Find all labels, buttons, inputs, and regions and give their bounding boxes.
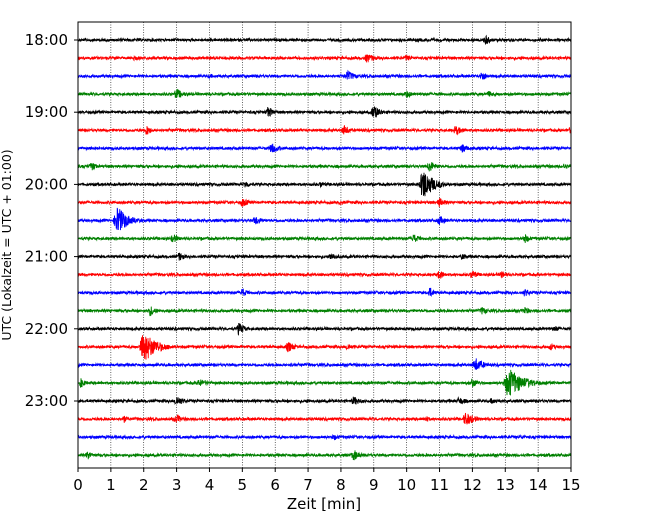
trace-23:15	[77, 412, 572, 425]
trace-19:45	[77, 162, 572, 172]
y-tick-label: 18:00	[25, 31, 68, 49]
x-tick-label: 3	[172, 476, 182, 494]
x-tick-label: 14	[529, 476, 548, 494]
x-tick-label: 6	[270, 476, 280, 494]
plot-frame	[77, 21, 572, 469]
trace-19:30	[77, 143, 572, 153]
grid-lines	[110, 22, 539, 468]
trace-22:45	[77, 369, 572, 396]
y-tick-label: 21:00	[25, 248, 68, 266]
x-tick-label: 12	[463, 476, 482, 494]
x-tick-label: 0	[73, 476, 83, 494]
x-tick-label: 11	[430, 476, 449, 494]
trace-22:30	[77, 358, 572, 370]
x-tick-label: 13	[496, 476, 515, 494]
trace-20:45	[77, 234, 572, 243]
trace-19:15	[77, 125, 572, 136]
trace-18:30	[77, 69, 572, 80]
y-tick-label: 20:00	[25, 175, 68, 193]
trace-22:15	[77, 335, 572, 360]
x-tick-label: 2	[139, 476, 149, 494]
x-tick-label: 5	[238, 476, 248, 494]
trace-19:00	[77, 106, 572, 118]
seismic-traces	[77, 34, 572, 461]
trace-23:45	[77, 450, 572, 461]
x-tick-label: 7	[303, 476, 313, 494]
x-tick-label: 9	[369, 476, 379, 494]
y-axis-ticks: 18:00 19:00 20:00 21:00 22:00 23:00	[25, 31, 78, 410]
y-axis-label: UTC (Lokalzeit = UTC + 01:00)	[0, 149, 14, 340]
trace-20:00	[77, 172, 572, 197]
y-tick-label: 23:00	[25, 392, 68, 410]
x-axis-ticks: 0 1 2 3 4 5 6 7 8 9 10 11 12 13 14 15	[73, 468, 581, 494]
trace-21:00	[77, 252, 572, 261]
trace-23:30	[77, 433, 572, 441]
x-tick-label: 10	[397, 476, 416, 494]
trace-21:30	[77, 287, 572, 298]
y-tick-label: 19:00	[25, 103, 68, 121]
x-tick-label: 1	[106, 476, 116, 494]
trace-21:15	[77, 270, 572, 279]
trace-20:15	[77, 198, 572, 208]
trace-20:30	[77, 207, 572, 231]
trace-21:45	[77, 306, 572, 317]
trace-22:00	[77, 322, 572, 336]
x-tick-label: 4	[205, 476, 215, 494]
trace-23:00	[77, 396, 572, 405]
trace-18:15	[77, 54, 572, 63]
x-tick-label: 15	[561, 476, 580, 494]
x-axis-label: Zeit [min]	[287, 495, 361, 513]
trace-18:45	[77, 88, 572, 99]
x-tick-label: 8	[336, 476, 346, 494]
y-tick-label: 22:00	[25, 320, 68, 338]
trace-18:00	[77, 34, 572, 46]
